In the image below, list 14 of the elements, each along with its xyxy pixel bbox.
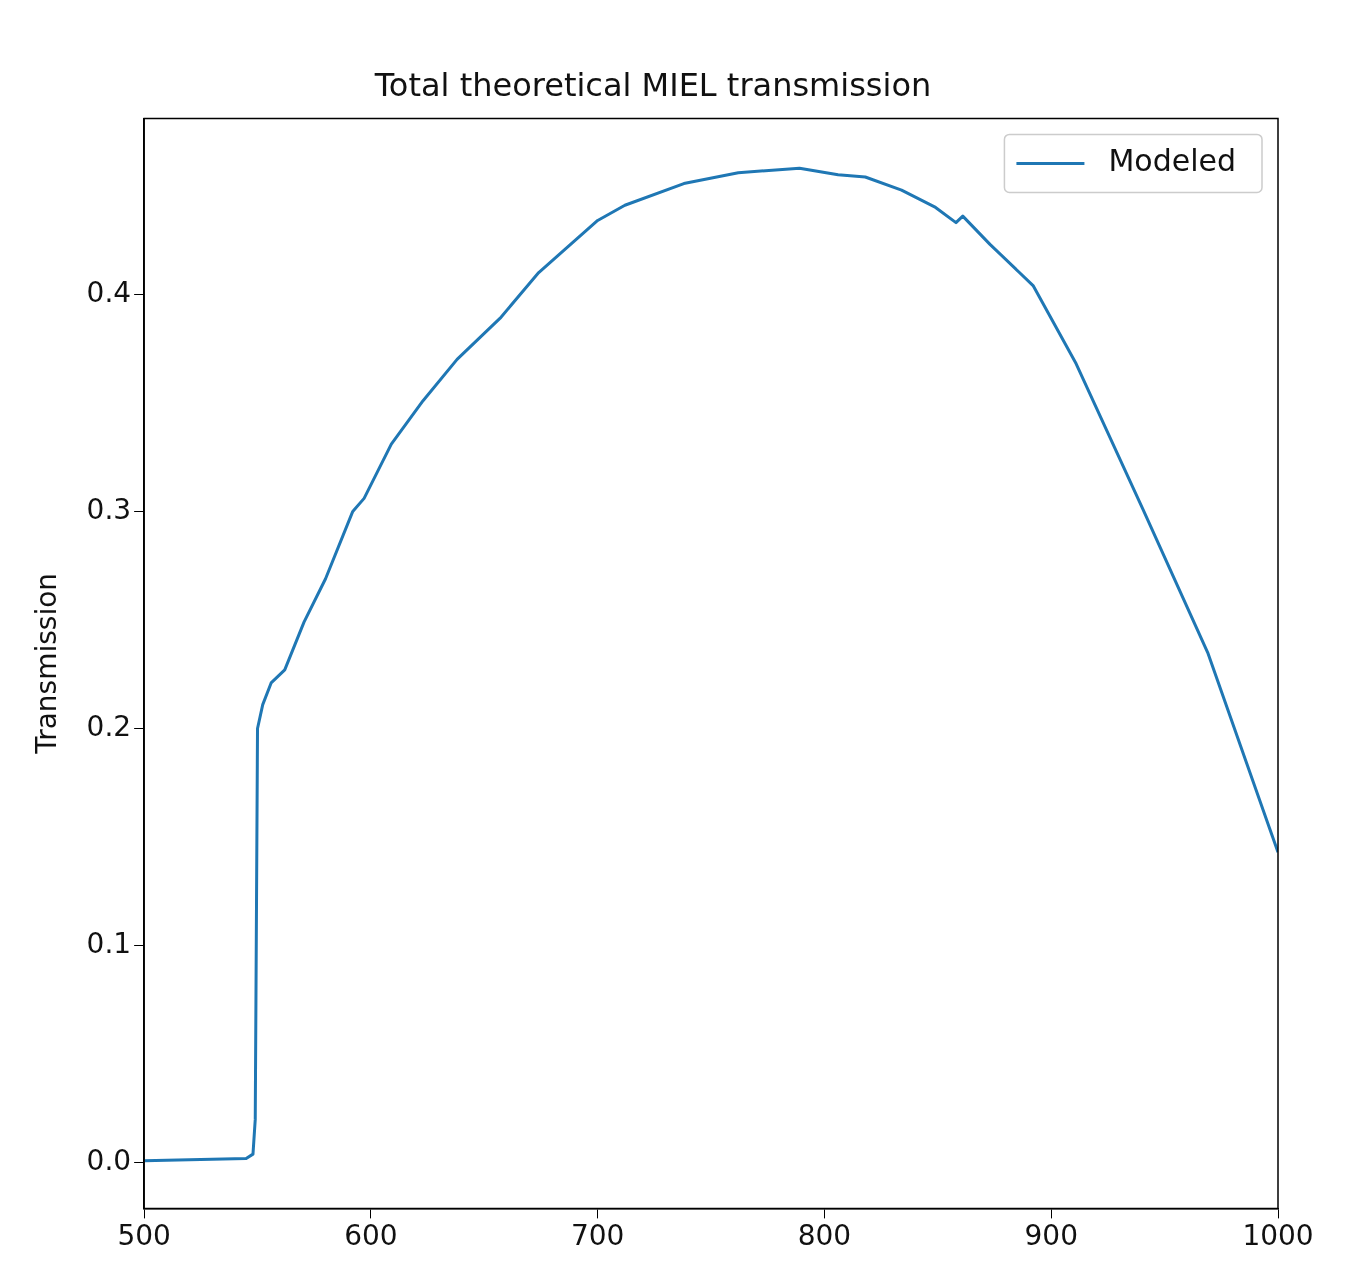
chart-title: Total theoretical MIEL transmission [373,65,932,104]
x-tick-label: 1000 [1242,1219,1314,1253]
y-tick-label: 0.2 [86,709,132,743]
y-tick-label: 0.0 [86,1144,132,1178]
y-tick-label: 0.4 [86,275,132,309]
x-tick-label: 700 [570,1219,625,1253]
y-tick-label: 0.1 [86,926,132,960]
x-tick-label: 900 [1024,1219,1078,1253]
y-tick-label: 0.3 [86,492,132,526]
y-axis-title: Transmission [30,572,64,755]
x-tick-label: 600 [344,1219,398,1253]
x-tick-label: 800 [797,1219,852,1253]
legend-label: Modeled [1108,143,1236,179]
x-tick-label: 500 [117,1219,171,1253]
